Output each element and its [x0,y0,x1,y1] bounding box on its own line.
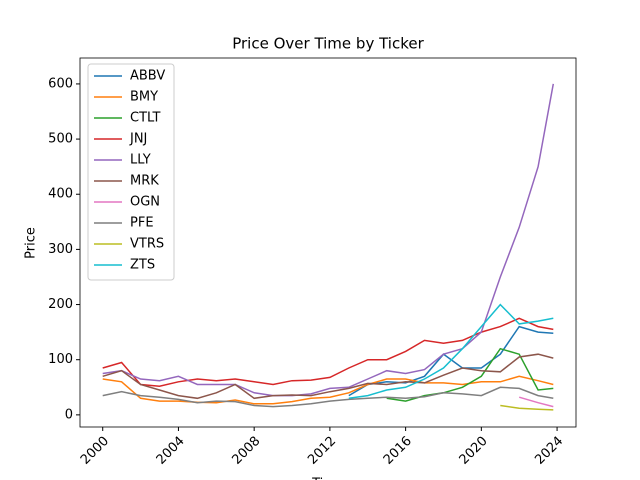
y-tick-label: 600 [48,76,73,91]
line [348,303,554,400]
line [102,375,554,405]
legend-label: OGN [130,195,160,210]
legend-label: LLY [130,153,151,168]
x-tick-label: 2016 [381,434,415,468]
legend-label: BMY [130,90,158,105]
y-tick-label: 400 [48,187,73,202]
x-tick-label: 2000 [78,434,112,468]
legend-label: PFE [130,216,154,231]
line [102,386,554,408]
y-tick-label: 200 [48,297,73,312]
y-axis-label: Price [24,227,39,259]
legend: ABBV BMY CTLT JNJ LLY MRK OGN PFE VTRS ZTS [87,63,175,281]
y-tick-label: 0 [65,407,73,422]
line [102,317,554,387]
chart-title: Price Over Time by Ticker [232,35,424,53]
y-tick-label: 100 [48,352,73,367]
line [348,325,554,397]
x-tick-label: 2012 [305,434,339,468]
legend-label: CTLT [130,111,160,126]
legend-label: ZTS [130,258,155,273]
line [386,347,554,402]
line [102,83,555,397]
legend-label: JNJ [129,132,147,147]
legend-label: ABBV [130,69,165,84]
line [102,353,554,400]
x-tick-label: 2024 [532,434,566,468]
y-tick-label: 500 [48,132,73,147]
legend-label: VTRS [130,237,164,252]
x-tick-label: 2008 [229,434,263,468]
x-tick-label: 2004 [154,434,188,468]
x-tick-label: 2020 [457,434,491,468]
x-axis-label: Time [311,477,344,480]
line [518,396,554,408]
y-tick-label: 300 [48,242,73,257]
plot-frame [79,57,577,428]
legend-label: MRK [130,174,159,189]
line [500,404,554,411]
